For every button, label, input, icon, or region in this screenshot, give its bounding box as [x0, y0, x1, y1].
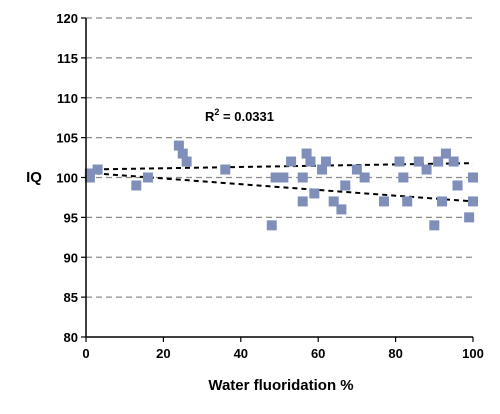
data-point — [177, 148, 188, 159]
x-tick-label: 100 — [462, 346, 484, 361]
data-point — [468, 196, 478, 207]
data-point — [359, 172, 370, 183]
data-point — [413, 156, 424, 167]
data-point — [92, 164, 103, 175]
x-tick-label: 20 — [156, 346, 170, 361]
data-points — [84, 140, 478, 231]
data-point — [429, 220, 440, 231]
data-point — [278, 172, 289, 183]
data-point — [328, 196, 339, 207]
data-point — [440, 148, 451, 159]
data-point — [266, 220, 277, 231]
data-point — [181, 156, 192, 167]
trendline — [85, 162, 474, 171]
y-tick-label: 120 — [56, 11, 78, 26]
r-squared-prefix: R — [205, 109, 215, 124]
data-point — [297, 196, 308, 207]
data-point — [378, 196, 389, 207]
data-point — [437, 196, 448, 207]
y-axis-label: IQ — [26, 169, 42, 186]
y-tick-label: 105 — [56, 131, 78, 146]
data-point — [297, 172, 308, 183]
data-point — [421, 164, 432, 175]
x-tick-label: 60 — [311, 346, 325, 361]
data-point — [301, 148, 312, 159]
data-point — [142, 172, 153, 183]
x-tick-label: 0 — [82, 346, 89, 361]
data-point — [84, 172, 95, 183]
y-tick-label: 90 — [64, 250, 78, 265]
y-tick-label: 100 — [56, 171, 78, 186]
y-tick-label: 110 — [57, 91, 78, 106]
x-tick-labels: 0 20 40 60 80 100 — [82, 346, 483, 361]
r-squared-annotation: R2 = 0.0331 — [205, 107, 274, 124]
data-point — [452, 180, 463, 191]
data-point — [286, 156, 297, 167]
y-tick-label: 85 — [64, 290, 78, 305]
r-squared-value: = 0.0331 — [219, 109, 274, 124]
data-point — [464, 212, 475, 223]
axes — [81, 17, 474, 342]
data-point — [305, 156, 316, 167]
data-point — [220, 164, 231, 175]
data-point — [468, 172, 478, 183]
data-point — [336, 204, 347, 215]
data-point — [317, 164, 328, 175]
data-point — [131, 180, 142, 191]
y-tick-label: 115 — [57, 51, 78, 66]
data-point — [320, 156, 331, 167]
data-point — [351, 164, 362, 175]
data-point — [173, 140, 184, 151]
y-tick-label: 80 — [64, 330, 78, 345]
data-point — [398, 172, 409, 183]
data-point — [402, 196, 413, 207]
x-axis-label: Water fluoridation % — [208, 377, 353, 394]
data-point — [309, 188, 320, 199]
data-point — [433, 156, 444, 167]
r-squared-superscript: 2 — [214, 107, 219, 117]
y-tick-label: 95 — [64, 210, 78, 225]
data-point — [340, 180, 351, 191]
data-point — [394, 156, 405, 167]
x-tick-label: 40 — [234, 346, 248, 361]
data-point — [270, 172, 281, 183]
x-tick-label: 80 — [388, 346, 402, 361]
data-point — [448, 156, 459, 167]
y-tick-labels: 80 85 90 95 100 105 110 115 120 — [56, 11, 78, 345]
